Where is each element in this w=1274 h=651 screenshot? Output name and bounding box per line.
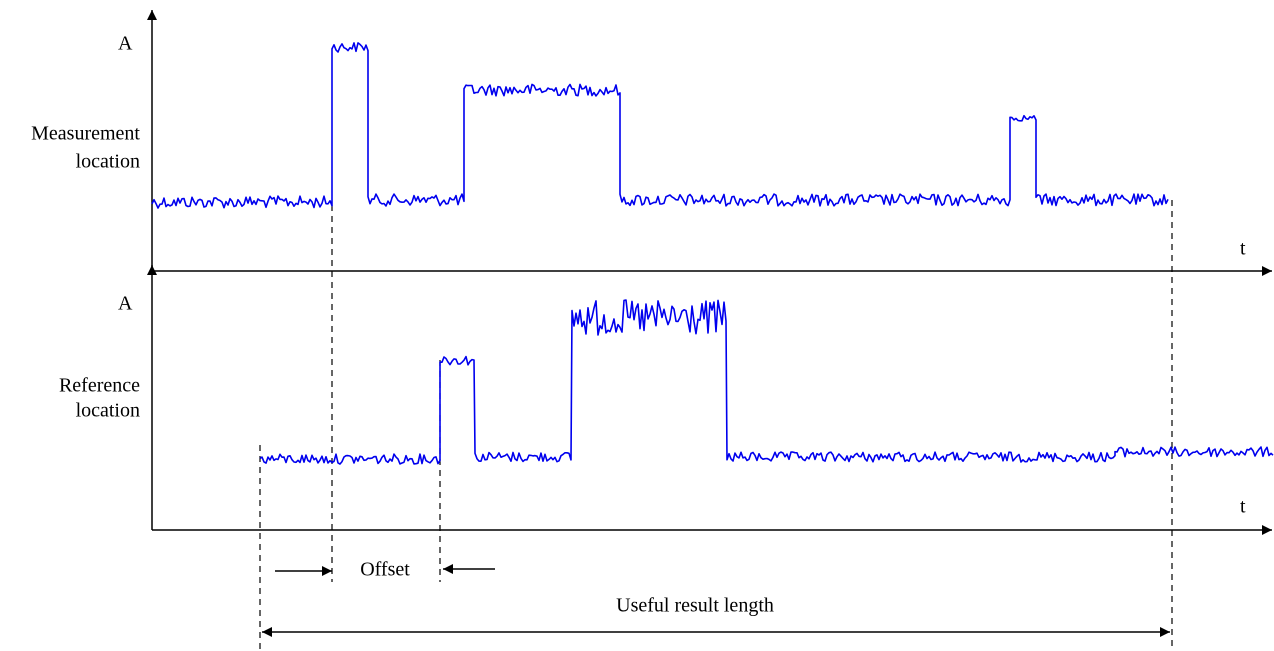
plot-label: location: [76, 151, 140, 173]
plot-label: Measurement: [31, 123, 140, 145]
signal-trace: [151, 42, 1169, 209]
signal-trace: [259, 299, 1274, 465]
x-label: t: [1240, 496, 1246, 518]
y-label: A: [118, 33, 133, 55]
length-label: Useful result length: [616, 595, 774, 617]
plot-label: Reference: [59, 375, 140, 397]
y-label: A: [118, 293, 133, 315]
offset-label: Offset: [360, 559, 410, 581]
x-label: t: [1240, 238, 1246, 260]
plot-label: location: [76, 400, 140, 422]
